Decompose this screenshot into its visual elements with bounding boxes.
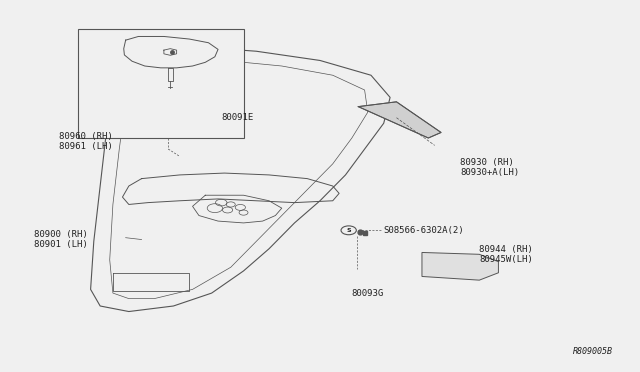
Polygon shape <box>358 102 441 138</box>
Text: 80900 (RH)
80901 (LH): 80900 (RH) 80901 (LH) <box>34 230 88 249</box>
Polygon shape <box>422 253 499 280</box>
Text: 80093G: 80093G <box>351 289 384 298</box>
FancyBboxPatch shape <box>78 29 244 138</box>
Text: 80091E: 80091E <box>221 113 253 122</box>
Text: R809005B: R809005B <box>573 347 613 356</box>
Text: 80960 (RH)
80961 (LH): 80960 (RH) 80961 (LH) <box>59 132 113 151</box>
Text: 80944 (RH)
80945W(LH): 80944 (RH) 80945W(LH) <box>479 245 533 264</box>
Text: S: S <box>346 228 351 233</box>
Text: S08566-6302A(2): S08566-6302A(2) <box>384 226 465 235</box>
Text: 80930 (RH)
80930+A(LH): 80930 (RH) 80930+A(LH) <box>460 158 519 177</box>
